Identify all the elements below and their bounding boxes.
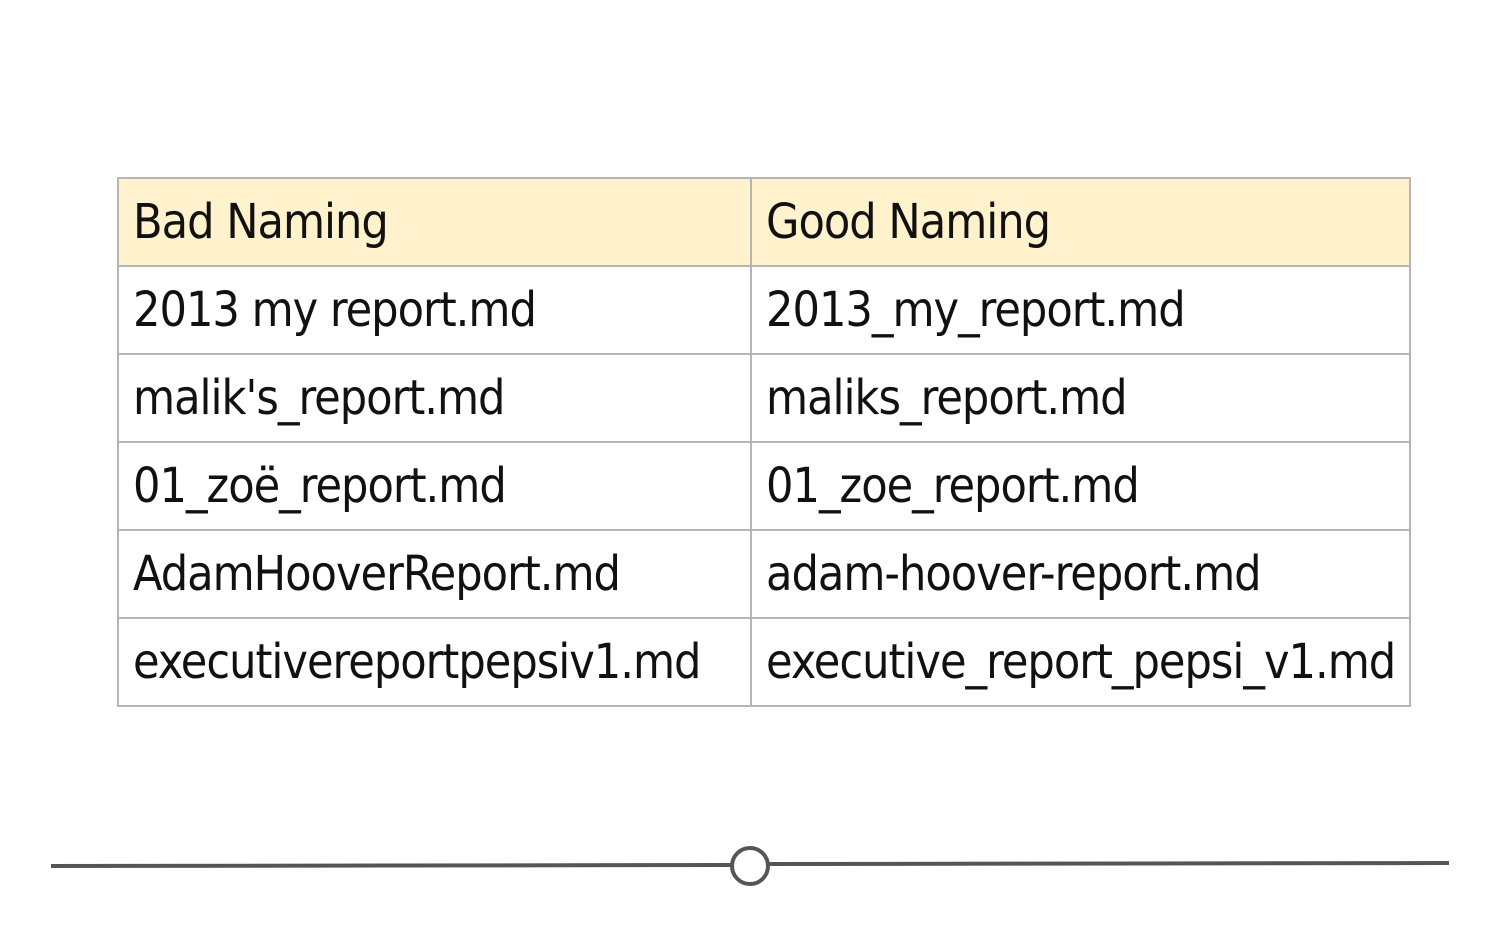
bad-name-cell: executivereportpepsiv1.md bbox=[117, 617, 752, 707]
divider-line-right bbox=[768, 861, 1450, 866]
good-name-cell: executive_report_pepsi_v1.md bbox=[749, 617, 1412, 707]
divider-line-left bbox=[50, 863, 732, 868]
header-good-naming: Good Naming bbox=[749, 177, 1412, 267]
table-row: AdamHooverReport.md adam-hoover-report.m… bbox=[117, 529, 1412, 619]
good-name-cell: adam-hoover-report.md bbox=[749, 529, 1412, 619]
bad-name-cell: 01_zoë_report.md bbox=[117, 441, 752, 531]
table-row: 01_zoë_report.md 01_zoe_report.md bbox=[117, 441, 1412, 531]
table-row: 2013 my report.md 2013_my_report.md bbox=[117, 265, 1412, 355]
table-header-row: Bad Naming Good Naming bbox=[117, 177, 1412, 267]
naming-comparison-table: Bad Naming Good Naming 2013 my report.md… bbox=[117, 177, 1412, 707]
table-row: executivereportpepsiv1.md executive_repo… bbox=[117, 617, 1412, 707]
divider-circle-icon bbox=[730, 846, 770, 886]
table-row: malik's_report.md maliks_report.md bbox=[117, 353, 1412, 443]
bad-name-cell: malik's_report.md bbox=[117, 353, 752, 443]
good-name-cell: 2013_my_report.md bbox=[749, 265, 1412, 355]
header-bad-naming: Bad Naming bbox=[117, 177, 752, 267]
good-name-cell: maliks_report.md bbox=[749, 353, 1412, 443]
good-name-cell: 01_zoe_report.md bbox=[749, 441, 1412, 531]
bad-name-cell: 2013 my report.md bbox=[117, 265, 752, 355]
bad-name-cell: AdamHooverReport.md bbox=[117, 529, 752, 619]
